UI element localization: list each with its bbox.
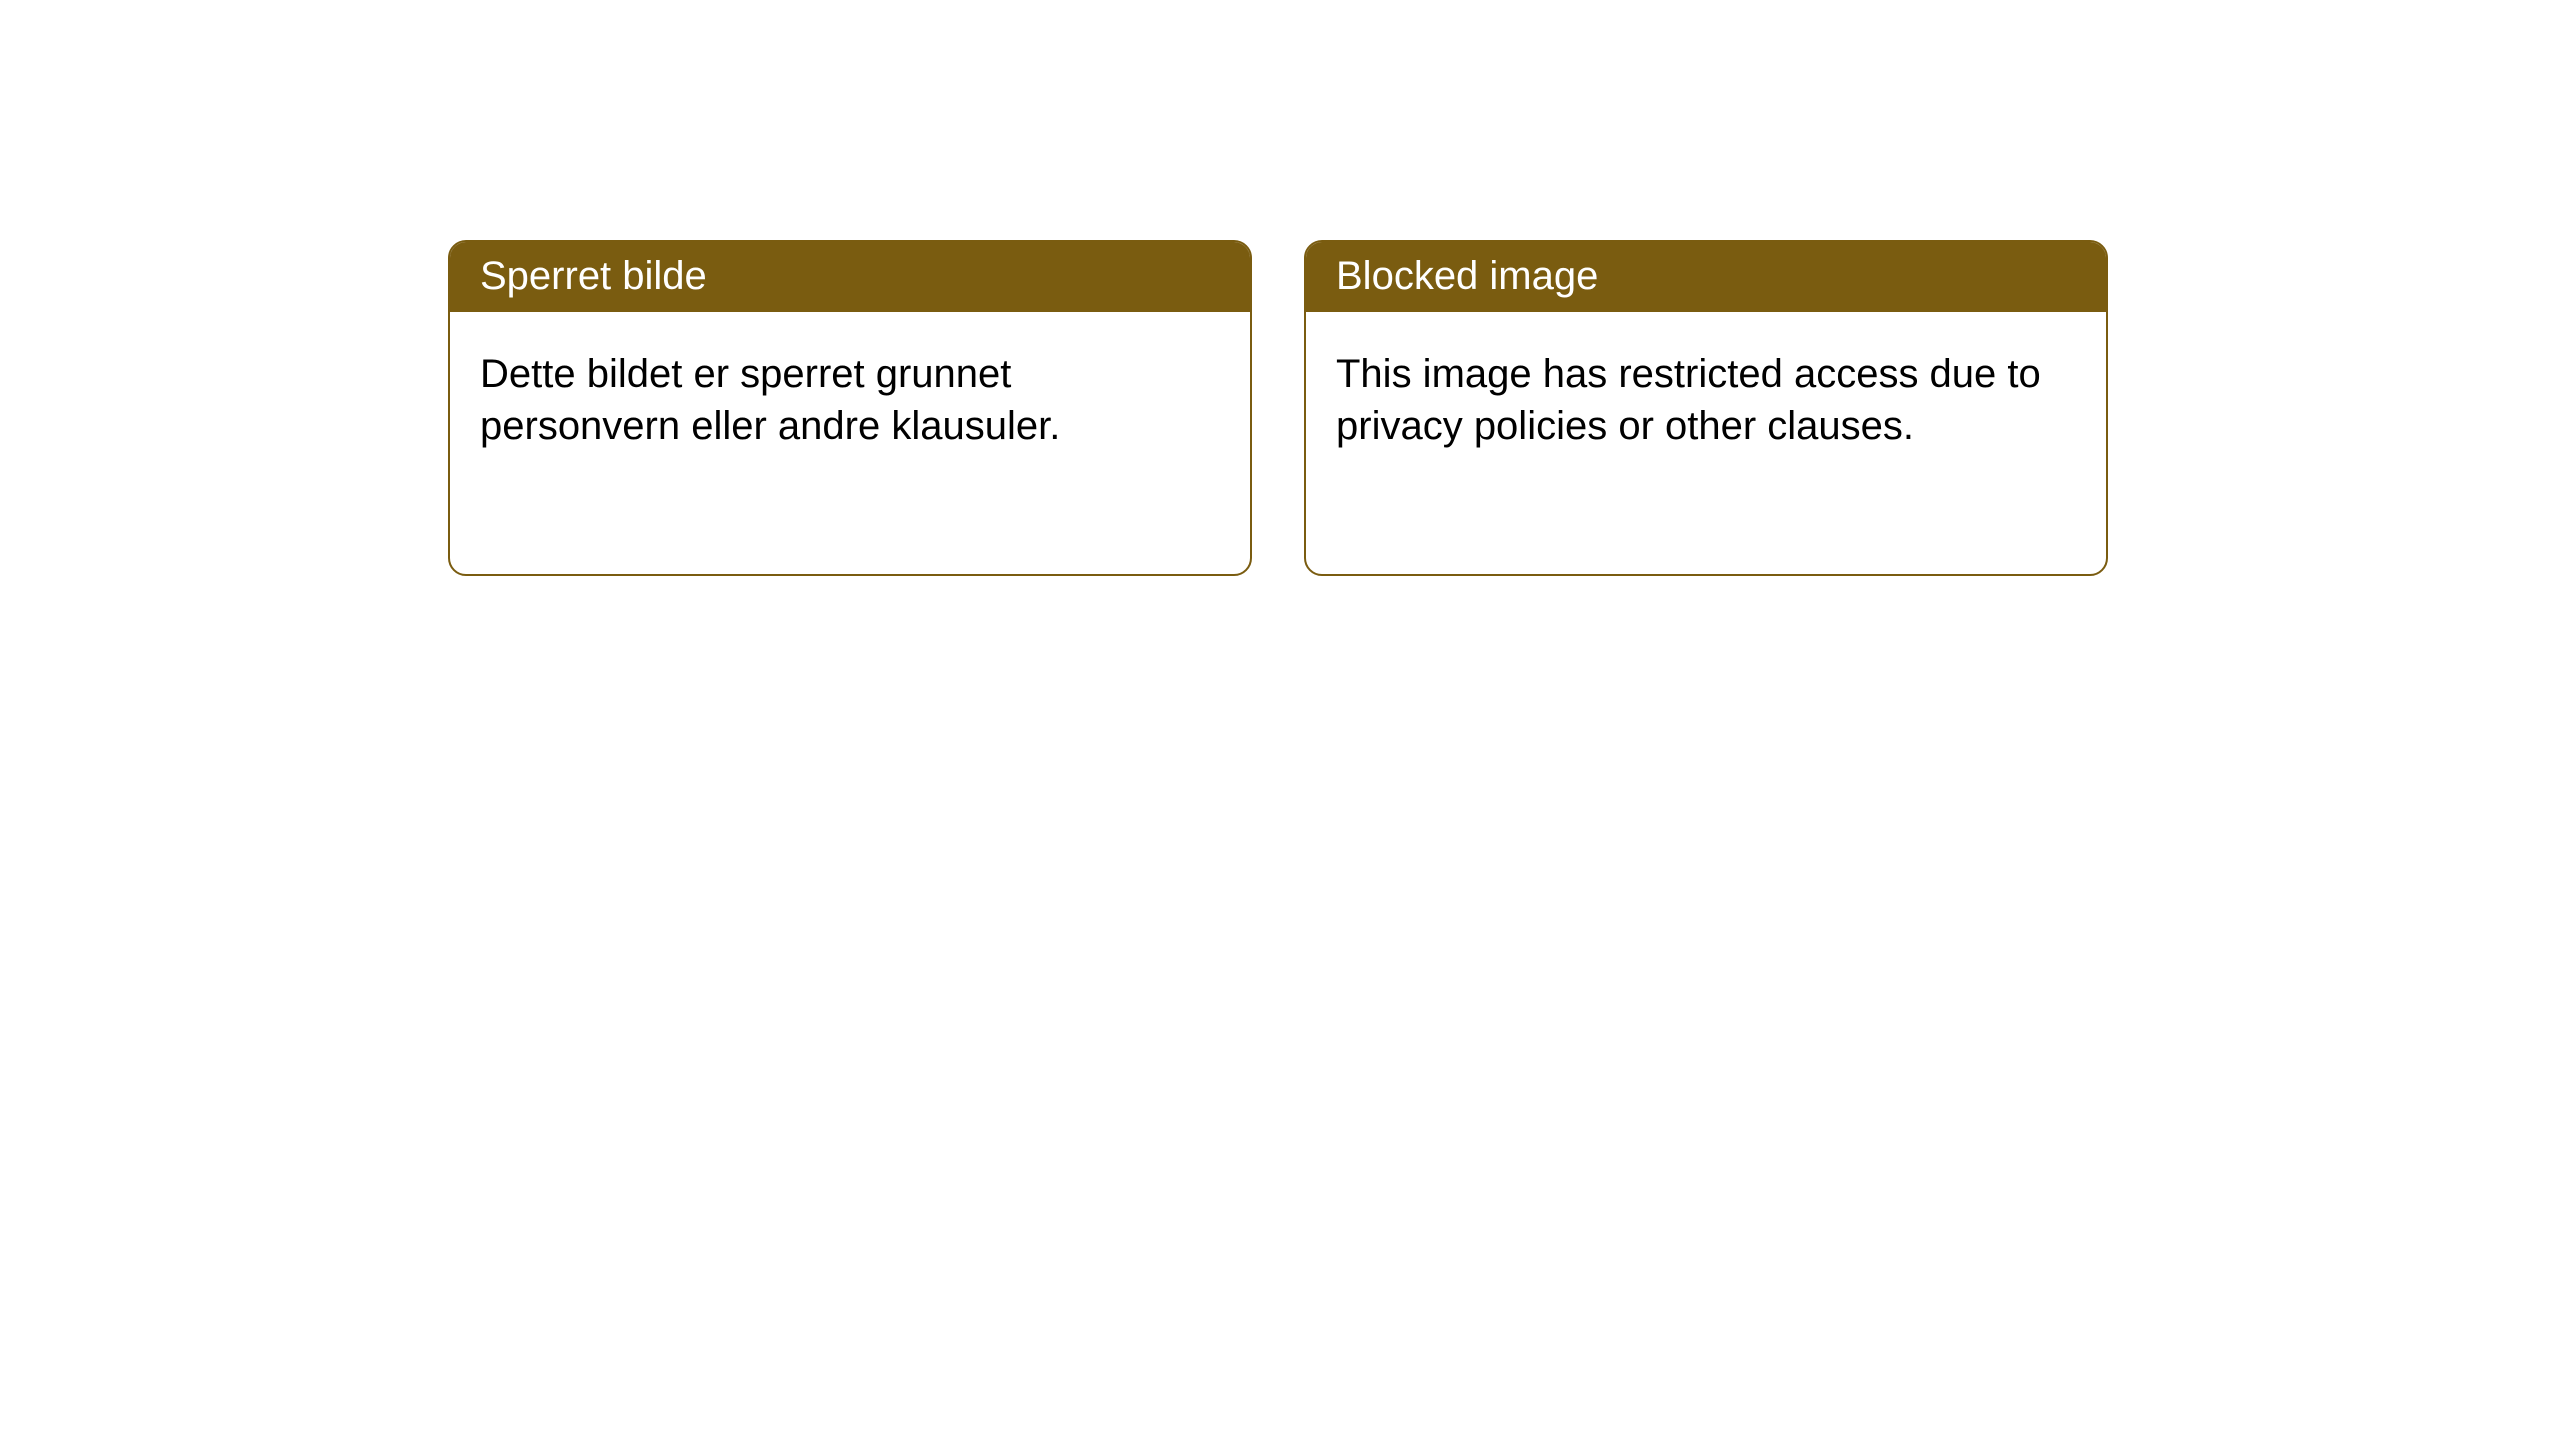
notice-card-english: Blocked image This image has restricted … xyxy=(1304,240,2108,576)
notice-container: Sperret bilde Dette bildet er sperret gr… xyxy=(0,0,2560,576)
notice-title-english: Blocked image xyxy=(1306,242,2106,312)
notice-card-norwegian: Sperret bilde Dette bildet er sperret gr… xyxy=(448,240,1252,576)
notice-body-norwegian: Dette bildet er sperret grunnet personve… xyxy=(450,312,1250,488)
notice-body-english: This image has restricted access due to … xyxy=(1306,312,2106,488)
notice-title-norwegian: Sperret bilde xyxy=(450,242,1250,312)
